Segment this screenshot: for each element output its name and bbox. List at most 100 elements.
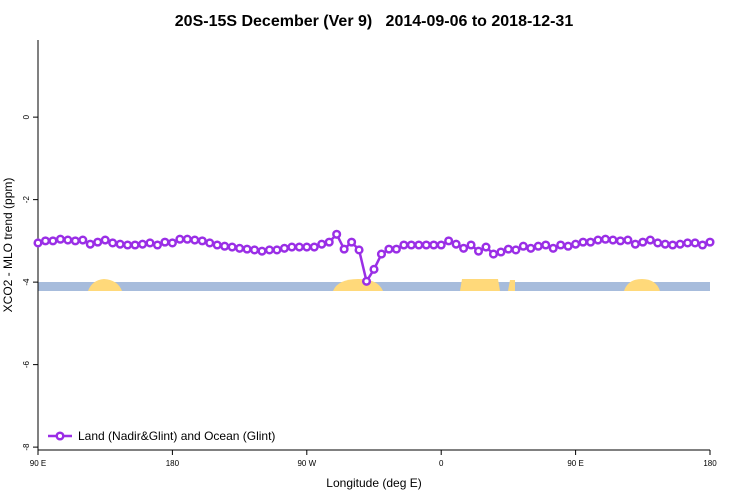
land-band [508, 280, 515, 291]
data-point [93, 237, 103, 247]
data-point [481, 242, 491, 252]
surface-band [38, 279, 710, 291]
data-point [444, 236, 454, 246]
data-point [249, 245, 260, 255]
data-point [205, 238, 215, 248]
data-point [115, 239, 125, 249]
data-point [324, 237, 334, 247]
data-point [585, 237, 596, 247]
data-point [556, 240, 566, 250]
data-point [600, 234, 611, 244]
data-point [175, 234, 185, 244]
data-point [123, 240, 133, 250]
data-point [70, 236, 80, 246]
data-point [294, 242, 304, 252]
data-point [638, 237, 648, 247]
data-point [683, 238, 693, 248]
data-point [85, 239, 95, 249]
data-point [182, 234, 192, 244]
data-point [212, 240, 222, 250]
data-point [466, 240, 476, 250]
data-point [541, 240, 551, 250]
legend-marker [55, 431, 65, 441]
y-tick-label: -8 [22, 443, 31, 451]
land-band [460, 279, 500, 291]
land-band [624, 279, 660, 291]
data-point [623, 235, 633, 245]
data-point [436, 240, 446, 250]
x-axis-label: Longitude (deg E) [326, 476, 421, 490]
data-point [511, 245, 521, 255]
data-point [152, 240, 163, 250]
land-band [333, 279, 383, 291]
legend-label: Land (Nadir&Glint) and Ocean (Glint) [78, 429, 275, 443]
data-point [548, 243, 558, 253]
data-point [361, 276, 372, 286]
data-point [235, 243, 245, 253]
data-point [705, 237, 715, 247]
data-point [503, 244, 513, 254]
data-point [615, 236, 625, 246]
data-point [242, 244, 252, 254]
data-point [406, 240, 416, 250]
x-tick-label: 90 E [567, 459, 583, 468]
data-point [354, 245, 364, 255]
data-point [459, 243, 469, 253]
data-point [257, 246, 267, 256]
data-point [100, 235, 110, 245]
data-point [302, 242, 312, 252]
data-point [63, 235, 73, 245]
data-point [376, 249, 387, 259]
data-point [40, 236, 51, 246]
data-point [593, 235, 603, 245]
data-point [78, 235, 88, 245]
data-point [391, 244, 401, 254]
y-tick-label: -2 [22, 196, 31, 204]
data-point [220, 241, 230, 251]
data-point [653, 238, 663, 248]
data-point [160, 237, 170, 247]
data-point [473, 246, 484, 256]
data-point [563, 241, 573, 251]
data-point [190, 235, 200, 245]
data-point [145, 238, 155, 248]
data-point [108, 238, 118, 248]
data-point [332, 229, 342, 239]
y-tick-label: -6 [22, 361, 31, 369]
data-point [526, 243, 536, 253]
data-point [279, 243, 289, 253]
data-point [287, 242, 297, 252]
x-tick-label: 180 [703, 459, 717, 468]
x-tick-label: 0 [439, 459, 444, 468]
data-point [690, 238, 700, 248]
data-point [197, 236, 207, 246]
data-point [496, 247, 506, 257]
data-point [571, 239, 581, 249]
data-point [578, 237, 588, 247]
data-point [675, 239, 685, 249]
data-point [414, 240, 424, 250]
data-point [421, 240, 431, 250]
data-point [272, 245, 282, 255]
data-point [488, 249, 499, 259]
data-point [137, 239, 148, 249]
data-point [55, 234, 65, 244]
data-point [384, 244, 394, 254]
data-point [317, 239, 327, 249]
y-tick-label: 0 [22, 114, 31, 119]
data-point [608, 235, 618, 245]
data-point [130, 240, 140, 250]
data-point [429, 240, 439, 250]
y-axis-label: XCO2 - MLO trend (ppm) [1, 178, 15, 313]
data-point [167, 238, 177, 248]
data-point [339, 244, 349, 254]
data-point [630, 239, 640, 249]
data-point [645, 235, 655, 245]
x-tick-label: 90 W [297, 459, 316, 468]
data-point [227, 242, 237, 252]
x-tick-label: 180 [166, 459, 180, 468]
x-tick-label: 90 E [30, 459, 46, 468]
data-point [697, 240, 708, 250]
data-point [264, 245, 275, 255]
